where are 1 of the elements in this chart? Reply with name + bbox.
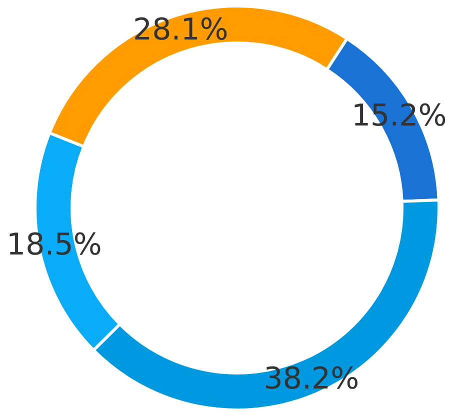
data-label: 28.1%: [133, 12, 228, 48]
